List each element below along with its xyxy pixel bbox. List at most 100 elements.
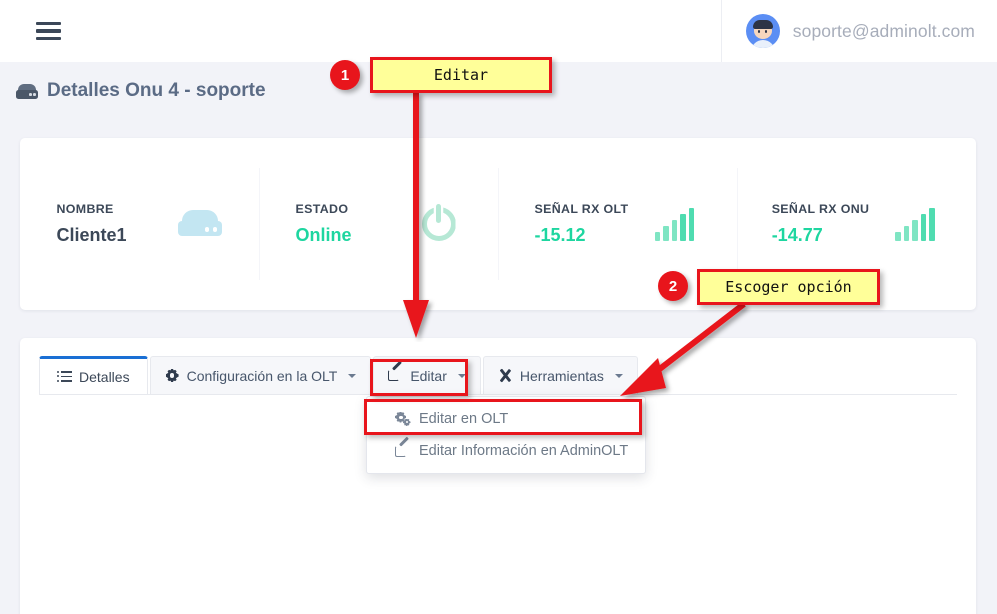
- hamburger-menu-icon[interactable]: [36, 22, 61, 40]
- list-dot: [57, 375, 60, 378]
- server-icon: [177, 201, 223, 247]
- chevron-down-icon: [614, 373, 623, 378]
- hamburger-bar: [36, 29, 61, 33]
- tab-herramientas[interactable]: Herramientas: [482, 356, 638, 394]
- hdd-dot: [29, 93, 32, 96]
- editar-dropdown-menu: Editar en OLT Editar Información en Admi…: [366, 396, 646, 474]
- annotation-label-1: Editar: [370, 57, 552, 93]
- server-dot: [204, 227, 210, 232]
- annotation-arrow-2: [620, 301, 746, 396]
- tab-label: Configuración en la OLT: [186, 367, 338, 384]
- tab-label: Herramientas: [519, 367, 604, 384]
- stat-nombre: NOMBRE Cliente1: [20, 138, 259, 310]
- signal-bar: [654, 232, 660, 241]
- page-title-text: Detalles Onu 4 - soporte: [47, 80, 266, 101]
- annotation-arrow-1: [403, 92, 429, 338]
- dropdown-item-editar-en-olt[interactable]: Editar en OLT: [367, 403, 645, 435]
- list-line: [61, 375, 72, 378]
- server-dot: [212, 227, 218, 232]
- power-icon: [416, 201, 462, 247]
- signal-bar: [912, 220, 918, 241]
- gear-hole: [169, 373, 175, 378]
- cogs-icon: [395, 411, 411, 427]
- summary-stats-card: NOMBRE Cliente1 ESTADO Online SEÑAL: [20, 138, 976, 310]
- signal-bar: [895, 232, 901, 241]
- signal-bar: [903, 226, 910, 241]
- power-stem: [436, 204, 441, 223]
- gear-icon: [165, 368, 180, 383]
- hdd-icon: [16, 83, 38, 99]
- hdd-top: [18, 83, 36, 92]
- annotation-badge-2: 2: [658, 271, 688, 301]
- edit-pencil: [399, 436, 409, 446]
- hamburger-bar: [36, 36, 61, 40]
- avatar-body: [750, 40, 775, 48]
- list-line: [61, 371, 72, 373]
- tools-icon: [498, 368, 513, 383]
- user-account-menu[interactable]: soporte@adminolt.com: [720, 0, 975, 62]
- list-dot: [57, 370, 60, 373]
- tabs-underline: [39, 394, 957, 395]
- stat-value: Cliente1: [56, 225, 127, 245]
- list-icon: [57, 369, 72, 384]
- stat-senal-rx-onu: SEÑAL RX ONU -14.77: [737, 138, 976, 310]
- stat-value: -15.12: [534, 225, 586, 245]
- avatar-hair: [752, 20, 773, 29]
- annotation-label-2: Escoger opción: [697, 269, 880, 305]
- stat-estado: ESTADO Online: [259, 138, 498, 310]
- hdd-base: [16, 89, 38, 99]
- page-title: Detalles Onu 4 - soporte: [16, 80, 266, 102]
- user-avatar-icon: [745, 14, 780, 48]
- stat-text-block: SEÑAL RX OLT -15.12: [535, 202, 629, 246]
- stat-label: SEÑAL RX ONU: [771, 202, 870, 216]
- signal-bars-icon: [654, 201, 701, 247]
- signal-bar: [680, 214, 686, 241]
- signal-bar: [688, 208, 694, 241]
- signal-bar: [671, 220, 677, 241]
- list-line: [61, 380, 72, 382]
- cogs-hole-small: [405, 421, 408, 424]
- stat-text-block: ESTADO Online: [296, 202, 390, 246]
- user-email-label: soporte@adminolt.com: [792, 20, 975, 41]
- top-header-bar: soporte@adminolt.com: [0, 0, 997, 62]
- tab-label: Detalles: [79, 368, 130, 385]
- stat-label: SEÑAL RX OLT: [534, 202, 629, 216]
- avatar-eye-right: [764, 30, 768, 33]
- edit-pencil: [392, 360, 403, 371]
- chevron-down-icon: [348, 373, 357, 378]
- cogs-hole-large: [399, 415, 403, 420]
- server-top: [181, 210, 218, 224]
- signal-bar: [929, 208, 935, 241]
- stat-label: NOMBRE: [56, 202, 114, 216]
- dropdown-item-label: Editar Información en AdminOLT: [419, 443, 629, 459]
- tab-configuracion-en-la-olt[interactable]: Configuración en la OLT: [149, 356, 372, 394]
- stat-senal-rx-olt: SEÑAL RX OLT -15.12: [498, 138, 737, 310]
- hamburger-bar: [36, 22, 61, 26]
- details-panel-card: Detalles Configuración en la OLT Editar: [20, 338, 976, 614]
- server-base: [177, 221, 222, 236]
- dropdown-item-label: Editar en OLT: [419, 411, 509, 427]
- dropdown-item-editar-informacion-en-adminolt[interactable]: Editar Información en AdminOLT: [367, 435, 645, 467]
- edit-icon: [388, 360, 403, 383]
- stat-value: Online: [295, 225, 352, 245]
- stat-text-block: SEÑAL RX ONU -14.77: [772, 202, 870, 246]
- hdd-dot: [33, 93, 36, 96]
- tab-strip: Detalles Configuración en la OLT Editar: [39, 356, 640, 394]
- stat-text-block: NOMBRE Cliente1: [57, 202, 151, 246]
- tab-label: Editar: [410, 367, 447, 384]
- stat-label: ESTADO: [295, 202, 349, 216]
- stat-value: -14.77: [771, 225, 823, 245]
- avatar-eye-left: [757, 30, 761, 33]
- list-dot: [57, 379, 60, 382]
- edit-icon: [395, 436, 410, 459]
- edit-square: [388, 370, 400, 381]
- edit-square: [395, 445, 406, 457]
- signal-bars-icon: [895, 201, 941, 247]
- tab-editar[interactable]: Editar: [373, 356, 481, 394]
- annotation-badge-1: 1: [330, 60, 360, 90]
- tab-detalles[interactable]: Detalles: [39, 356, 148, 394]
- chevron-down-icon: [457, 373, 466, 378]
- signal-bar: [920, 214, 927, 241]
- signal-bar: [663, 226, 669, 241]
